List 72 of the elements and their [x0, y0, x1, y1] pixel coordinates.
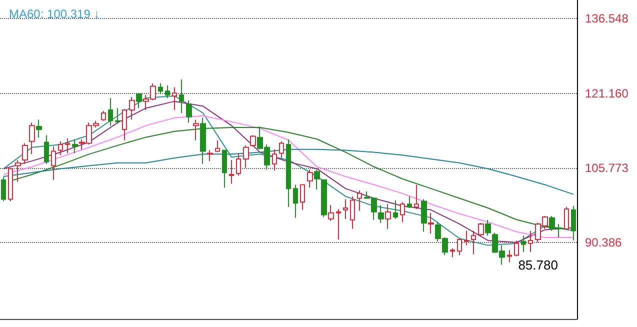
candlestick — [450, 248, 455, 258]
candlestick — [22, 142, 28, 164]
candlestick — [564, 206, 569, 230]
candlestick — [471, 230, 476, 255]
y-tick-label: 136.548 — [585, 12, 629, 26]
candlestick — [478, 222, 484, 236]
candlestick — [115, 108, 120, 124]
candlestick — [236, 154, 241, 176]
candlestick — [400, 202, 405, 223]
candlestick — [357, 190, 362, 212]
candlestick — [72, 138, 78, 154]
candlestick — [136, 92, 142, 109]
candlestick — [328, 204, 334, 222]
candlestick — [58, 140, 63, 156]
candlestick — [286, 138, 291, 208]
annotation: 85.780 — [518, 257, 558, 272]
candlestick — [8, 168, 13, 202]
candlestick — [428, 212, 434, 234]
candlestick — [279, 140, 284, 159]
candlestick — [1, 176, 6, 202]
candlestick — [179, 79, 184, 114]
candlestick — [108, 98, 113, 126]
line-series — [3, 148, 574, 195]
candlestick — [414, 184, 419, 210]
candlestick — [385, 204, 391, 230]
candlestick — [571, 206, 576, 241]
candlestick — [122, 108, 127, 141]
candlestick — [307, 169, 313, 188]
candlestick — [229, 159, 234, 184]
candlestick — [44, 134, 49, 164]
candlestick — [101, 110, 106, 122]
candlestick — [129, 96, 135, 120]
candlestick — [200, 117, 206, 164]
y-tick-label: 121.160 — [585, 86, 629, 100]
candlestick — [272, 148, 277, 172]
candlestick — [343, 198, 348, 220]
candlestick — [421, 198, 427, 232]
candlestick — [207, 150, 213, 162]
candlestick — [300, 184, 305, 210]
candlestick — [243, 144, 249, 168]
candlestick — [528, 230, 533, 253]
line-series — [10, 127, 567, 230]
candlestick — [36, 119, 42, 138]
candlestick — [378, 204, 384, 224]
candlestick — [521, 235, 526, 253]
candlestick — [51, 146, 56, 180]
candlestick — [172, 86, 177, 111]
candlestick — [15, 159, 21, 182]
candlestick — [514, 240, 519, 257]
candlestick — [250, 134, 256, 147]
candlestick — [321, 179, 327, 218]
text: MA60: 100.319 ↓ — [9, 7, 100, 21]
candlestick — [336, 208, 341, 240]
candlestick — [293, 184, 298, 218]
candlestick — [314, 169, 320, 190]
candlestick — [485, 219, 491, 236]
candlestick — [457, 238, 462, 256]
candlestick — [464, 230, 469, 246]
candlestick — [215, 140, 220, 153]
candlestick — [350, 196, 355, 230]
candlestick — [158, 82, 163, 95]
candlestick — [165, 84, 170, 99]
candlestick — [186, 100, 192, 124]
candlestick — [65, 138, 70, 154]
candlestick — [193, 119, 199, 141]
candlestick — [29, 122, 35, 155]
candlestick — [507, 250, 512, 263]
y-tick-label: 90.386 — [585, 235, 622, 250]
y-tick-label: 105.773 — [585, 160, 629, 175]
candlestick — [393, 200, 398, 220]
candlestick — [222, 150, 227, 188]
candlestick — [407, 196, 412, 208]
